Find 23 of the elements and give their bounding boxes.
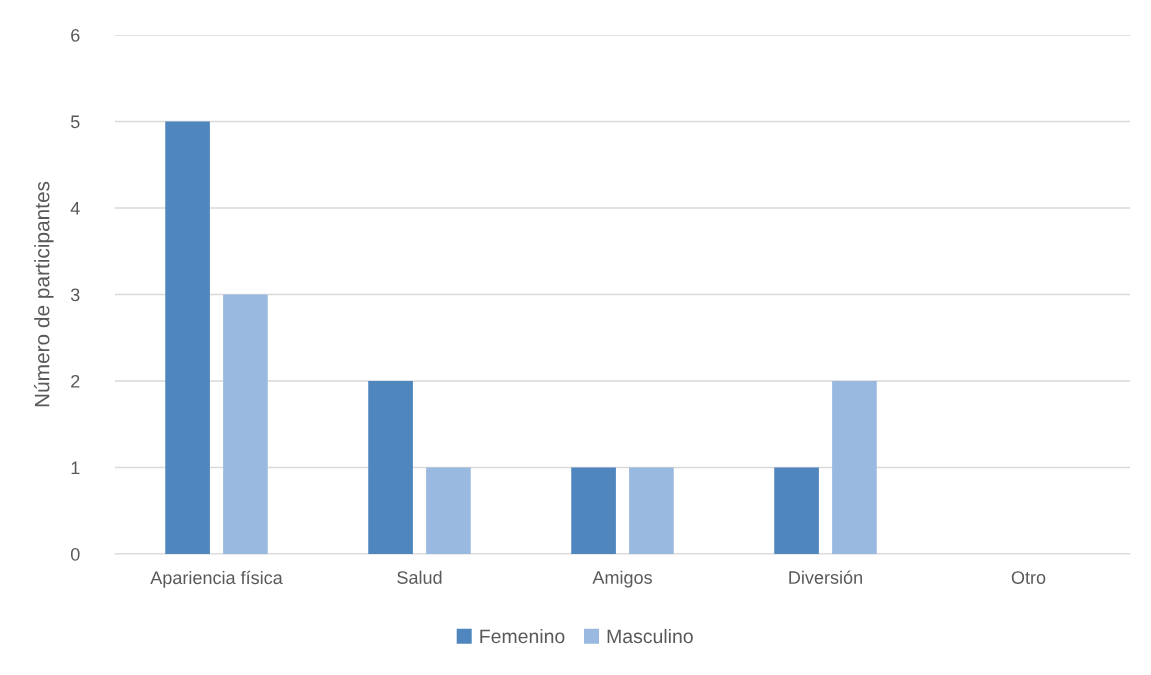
y-tick-label: 6: [71, 28, 80, 42]
y-tick-label: 2: [71, 374, 80, 388]
y-tick-label: 0: [70, 547, 80, 561]
bar: [832, 381, 877, 554]
x-tick-label: Diversión: [789, 570, 862, 584]
bar: [368, 381, 413, 554]
y-axis-title: Número de participantes: [33, 181, 54, 407]
y-tick-label: 3: [70, 288, 80, 302]
x-tick-label: Otro: [1011, 571, 1046, 584]
bar: [571, 467, 616, 554]
bar: [165, 121, 210, 554]
bar: [426, 467, 471, 554]
y-tick-label: 5: [70, 115, 80, 129]
bar: [774, 467, 819, 554]
y-tick-label: 1: [71, 461, 80, 475]
x-tick-label: Apariencia física: [150, 570, 283, 588]
x-tick-label: Salud: [397, 570, 442, 584]
bar: [629, 467, 674, 554]
legend-label: Masculino: [607, 628, 693, 644]
bar: [223, 294, 268, 554]
x-tick-label: Amigos: [592, 570, 652, 588]
y-tick-label: 4: [70, 202, 80, 215]
legend-label: Femenino: [480, 628, 565, 644]
